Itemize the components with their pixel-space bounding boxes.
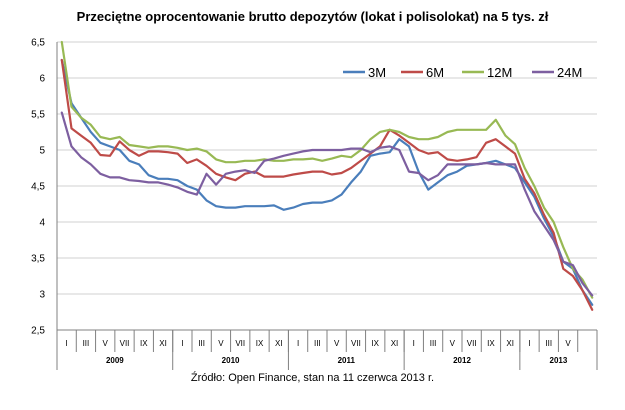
x-tick-label: XI — [391, 339, 399, 348]
series-lines — [60, 40, 594, 311]
year-label: 2012 — [453, 356, 471, 365]
series-line-12m — [60, 40, 594, 299]
x-tick-label: III — [314, 339, 321, 348]
x-tick-label: III — [545, 339, 552, 348]
legend-label: 24M — [557, 65, 582, 80]
year-label: 2011 — [338, 356, 356, 365]
y-axis-ticks: 6,5 6 5,5 5 4,5 4 3,5 3 2,5 — [31, 38, 45, 337]
x-tick-label: V — [334, 339, 340, 348]
x-tick-label: I — [297, 339, 299, 348]
x-tick-label: IX — [371, 339, 379, 348]
source-note: Źródło: Open Finance, stan na 11 czerwca… — [190, 372, 435, 384]
y-tick-label: 3,5 — [31, 254, 45, 265]
legend-label: 12M — [487, 65, 512, 80]
year-label: 2013 — [550, 356, 568, 365]
x-tick-label: I — [413, 339, 415, 348]
x-tick-label: IX — [487, 339, 495, 348]
x-tick-label: V — [103, 339, 109, 348]
x-tick-label: VII — [467, 339, 477, 348]
x-tick-label: V — [565, 339, 571, 348]
x-tick-label: III — [198, 339, 205, 348]
chart-title: Przeciętne oprocentowanie brutto depozyt… — [76, 9, 549, 24]
y-tick-label: 2,5 — [31, 326, 45, 337]
y-tick-label: 5 — [39, 146, 45, 157]
x-tick-label: XI — [159, 339, 167, 348]
series-line-24m — [60, 111, 594, 297]
x-tick-label: I — [66, 339, 68, 348]
legend-label: 3M — [368, 65, 386, 80]
x-tick-label: IX — [256, 339, 264, 348]
x-tick-label: IX — [140, 339, 148, 348]
y-tick-label: 6 — [39, 74, 45, 85]
y-tick-label: 5,5 — [31, 110, 45, 121]
legend: 3M 6M 12M 24M — [343, 65, 582, 80]
x-tick-label: VII — [351, 339, 361, 348]
x-tick-label: XI — [275, 339, 283, 348]
y-tick-label: 3 — [39, 290, 45, 301]
y-tick-label: 6,5 — [31, 38, 45, 49]
gridlines — [56, 41, 597, 331]
x-tick-label: I — [528, 339, 530, 348]
x-axis: I III V VII IX XI I III V VII IX XI I III V VII IX XI I III… — [56, 330, 598, 370]
x-tick-label: VII — [120, 339, 130, 348]
x-tick-label: V — [450, 339, 456, 348]
series-line-6m — [60, 58, 594, 311]
x-tick-label: VII — [235, 339, 245, 348]
x-tick-label: XI — [506, 339, 514, 348]
year-label: 2010 — [222, 356, 240, 365]
year-label: 2009 — [106, 356, 124, 365]
legend-label: 6M — [426, 65, 444, 80]
x-tick-label: III — [83, 339, 90, 348]
y-tick-label: 4 — [39, 218, 45, 229]
x-tick-label: V — [218, 339, 224, 348]
y-tick-label: 4,5 — [31, 182, 45, 193]
x-tick-label: III — [430, 339, 437, 348]
x-tick-label: I — [181, 339, 183, 348]
